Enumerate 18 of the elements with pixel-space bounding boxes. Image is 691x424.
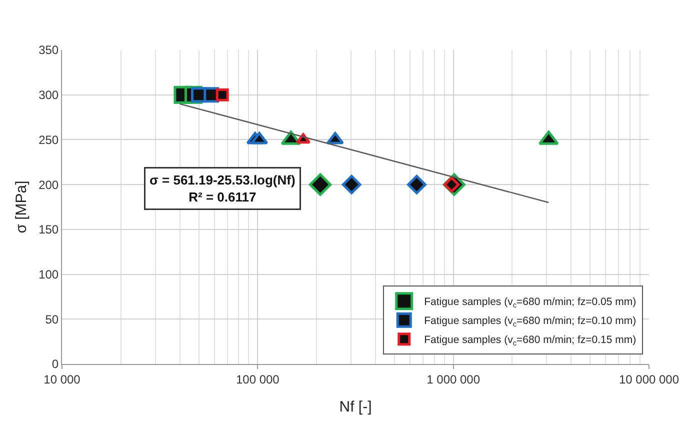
x-tick-label: 10 000 000 — [618, 372, 680, 386]
y-tick-label: 100 — [38, 267, 59, 282]
y-tick-label: 150 — [38, 222, 59, 237]
x-tick-label: 10 000 — [44, 372, 81, 386]
y-tick-label: 50 — [45, 312, 59, 326]
y-tick-label: 200 — [38, 178, 59, 192]
legend-label: Fatigue samples (v$_{c}$=680 m/min; fz=0.10 mm) — [424, 315, 636, 328]
x-axis-title: Nf [-] — [339, 398, 372, 416]
legend-label: Fatigue samples (v$_{c}$=680 m/min; fz=0.05 mm) — [424, 296, 636, 310]
annotation: σ = 561.19-25.53.log(Nf) R² = 0.6117 — [150, 172, 296, 204]
y-tick-label: 350 — [38, 43, 59, 58]
y-tick-label: 0 — [52, 357, 59, 372]
y-axis-title: σ [MPa] — [12, 180, 30, 234]
y-tick-label: 250 — [38, 132, 59, 147]
y-tick-label: 300 — [38, 88, 59, 102]
x-tick-label: 100 000 — [236, 372, 280, 386]
legend-label: Fatigue samples (v$_{c}$=680 m/min; fz=0.15 mm) — [424, 334, 636, 348]
x-tick-label: 1 000 000 — [426, 372, 480, 386]
